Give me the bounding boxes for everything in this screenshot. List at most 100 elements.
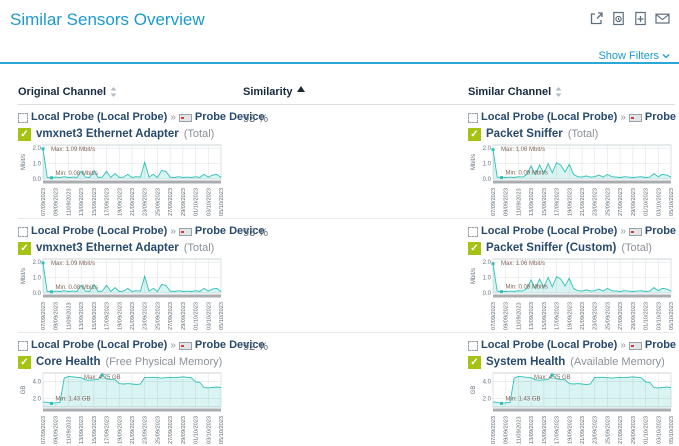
svg-text:07/09/2023: 07/09/2023 <box>491 188 497 216</box>
similarity-value: 92 % <box>243 341 269 353</box>
svg-text:Min: 0.09 Mbit/s: Min: 0.09 Mbit/s <box>505 285 547 291</box>
svg-text:27/09/2023: 27/09/2023 <box>618 188 624 216</box>
mini-graph[interactable]: 07/09/2023 09/09/2023 11/09/2023 13/09/2023… <box>468 143 679 217</box>
svg-text:1.0: 1.0 <box>483 276 492 282</box>
svg-text:07/09/2023: 07/09/2023 <box>41 416 47 444</box>
svg-text:Max: 1.09 Mbit/s: Max: 1.09 Mbit/s <box>51 261 95 267</box>
device-icon <box>628 227 642 236</box>
svg-text:19/09/2023: 19/09/2023 <box>567 188 573 216</box>
sort-ascending-icon <box>296 86 305 92</box>
svg-text:25/09/2023: 25/09/2023 <box>155 302 161 330</box>
probe-link[interactable]: Local Probe (Local Probe) <box>481 225 618 237</box>
svg-text:29/09/2023: 29/09/2023 <box>631 416 637 444</box>
probe-link[interactable]: Local Probe (Local Probe) <box>31 339 168 351</box>
svg-text:0.0: 0.0 <box>33 177 42 183</box>
device-link[interactable]: Probe Device <box>194 225 265 237</box>
sensor-ok-icon[interactable]: ✓ <box>18 127 31 141</box>
breadcrumb: Local Probe (Local Probe) » Probe Device <box>18 111 265 124</box>
probe-link[interactable]: Local Probe (Local Probe) <box>481 111 618 123</box>
svg-text:23/09/2023: 23/09/2023 <box>143 416 149 444</box>
column-header-similar-channel[interactable]: Similar Channel <box>468 86 675 98</box>
svg-text:Min: 1.43 GB: Min: 1.43 GB <box>505 396 540 402</box>
svg-text:0.0: 0.0 <box>33 291 42 297</box>
channel-label: (Total) <box>183 242 215 254</box>
breadcrumb: Local Probe (Local Probe) » Probe Device <box>468 339 679 352</box>
sensor-ok-icon[interactable]: ✓ <box>18 241 31 255</box>
device-link[interactable]: Probe Device <box>194 339 265 351</box>
device-icon <box>178 227 192 236</box>
probe-link[interactable]: Local Probe (Local Probe) <box>481 339 618 351</box>
svg-text:Max: 1.09 Mbit/s: Max: 1.09 Mbit/s <box>51 147 95 153</box>
svg-text:23/09/2023: 23/09/2023 <box>593 188 599 216</box>
column-header-similarity[interactable]: Similarity <box>243 86 468 98</box>
mini-graph[interactable]: 07/09/2023 09/09/2023 11/09/2023 13/09/2023… <box>18 371 243 445</box>
svg-text:23/09/2023: 23/09/2023 <box>593 416 599 444</box>
svg-text:01/10/2023: 01/10/2023 <box>194 188 200 216</box>
device-link[interactable]: Probe Device <box>644 339 679 351</box>
svg-text:11/09/2023: 11/09/2023 <box>516 188 522 216</box>
svg-text:19/09/2023: 19/09/2023 <box>117 416 123 444</box>
similar-sensors-table: Original Channel Similarity Similar Chan… <box>18 86 679 446</box>
probe-link[interactable]: Local Probe (Local Probe) <box>31 225 168 237</box>
mini-graph[interactable]: 07/09/2023 09/09/2023 11/09/2023 13/09/2023… <box>18 143 243 217</box>
svg-text:13/09/2023: 13/09/2023 <box>79 416 85 444</box>
sensor-ok-icon[interactable]: ✓ <box>468 127 481 141</box>
sensor-link[interactable]: vmxnet3 Ethernet Adapter <box>36 128 179 140</box>
device-link[interactable]: Probe Device <box>194 111 265 123</box>
sensor-ok-icon[interactable]: ✓ <box>468 355 481 369</box>
svg-text:03/10/2023: 03/10/2023 <box>206 416 212 444</box>
svg-text:21/09/2023: 21/09/2023 <box>580 188 586 216</box>
channel-label: (Free Physical Memory) <box>105 356 223 368</box>
svg-text:17/09/2023: 17/09/2023 <box>105 416 111 444</box>
mini-graph[interactable]: 07/09/2023 09/09/2023 11/09/2023 13/09/2023… <box>468 371 679 445</box>
svg-text:GB: GB <box>471 386 477 395</box>
breadcrumb-separator: » <box>620 226 626 237</box>
email-icon[interactable] <box>655 11 670 26</box>
svg-text:09/09/2023: 09/09/2023 <box>54 302 60 330</box>
mini-graph[interactable]: 07/09/2023 09/09/2023 11/09/2023 13/09/2023… <box>18 257 243 331</box>
sensor-link[interactable]: Packet Sniffer (Custom) <box>486 242 617 254</box>
svg-text:GB: GB <box>21 386 27 395</box>
sensor-link[interactable]: System Health <box>486 356 566 368</box>
svg-text:05/10/2023: 05/10/2023 <box>219 188 225 216</box>
sensor-ok-icon[interactable]: ✓ <box>468 241 481 255</box>
svg-text:17/09/2023: 17/09/2023 <box>555 302 561 330</box>
open-in-new-window-icon[interactable] <box>589 11 604 26</box>
sensor-link[interactable]: Core Health <box>36 356 101 368</box>
svg-text:03/10/2023: 03/10/2023 <box>206 302 212 330</box>
svg-text:13/09/2023: 13/09/2023 <box>529 416 535 444</box>
svg-text:11/09/2023: 11/09/2023 <box>66 188 72 216</box>
sensor-link[interactable]: Packet Sniffer <box>486 128 563 140</box>
svg-text:11/09/2023: 11/09/2023 <box>66 416 72 444</box>
svg-text:13/09/2023: 13/09/2023 <box>529 188 535 216</box>
svg-text:27/09/2023: 27/09/2023 <box>618 302 624 330</box>
device-link[interactable]: Probe Device <box>644 111 679 123</box>
column-header-label: Original Channel <box>18 86 107 98</box>
svg-text:09/09/2023: 09/09/2023 <box>54 188 60 216</box>
svg-text:05/10/2023: 05/10/2023 <box>669 416 675 444</box>
sensor-ok-icon[interactable]: ✓ <box>18 355 31 369</box>
svg-text:01/10/2023: 01/10/2023 <box>194 416 200 444</box>
svg-text:19/09/2023: 19/09/2023 <box>567 416 573 444</box>
table-row: Local Probe (Local Probe) » Probe Device… <box>18 333 679 446</box>
svg-text:Mbit/s: Mbit/s <box>471 268 477 284</box>
svg-text:03/10/2023: 03/10/2023 <box>656 302 662 330</box>
show-filters-link[interactable]: Show Filters <box>598 50 670 62</box>
add-report-icon[interactable] <box>633 11 648 26</box>
probe-link[interactable]: Local Probe (Local Probe) <box>31 111 168 123</box>
svg-text:29/09/2023: 29/09/2023 <box>181 416 187 444</box>
svg-text:0.0: 0.0 <box>483 177 492 183</box>
export-file-icon[interactable] <box>611 11 626 26</box>
svg-text:2.0: 2.0 <box>33 260 42 266</box>
mini-graph[interactable]: 07/09/2023 09/09/2023 11/09/2023 13/09/2023… <box>468 257 679 331</box>
sensor-link[interactable]: vmxnet3 Ethernet Adapter <box>36 242 179 254</box>
column-header-original-channel[interactable]: Original Channel <box>18 86 243 98</box>
channel-label: (Available Memory) <box>570 356 665 368</box>
device-icon <box>178 341 192 350</box>
svg-text:23/09/2023: 23/09/2023 <box>143 188 149 216</box>
device-link[interactable]: Probe Device <box>644 225 679 237</box>
svg-text:01/10/2023: 01/10/2023 <box>644 188 650 216</box>
svg-text:1.0: 1.0 <box>33 162 42 168</box>
channel-label: (Total) <box>621 242 652 254</box>
similar-sensors-page: Similar Sensors Overview Show Filters Or… <box>0 10 679 444</box>
